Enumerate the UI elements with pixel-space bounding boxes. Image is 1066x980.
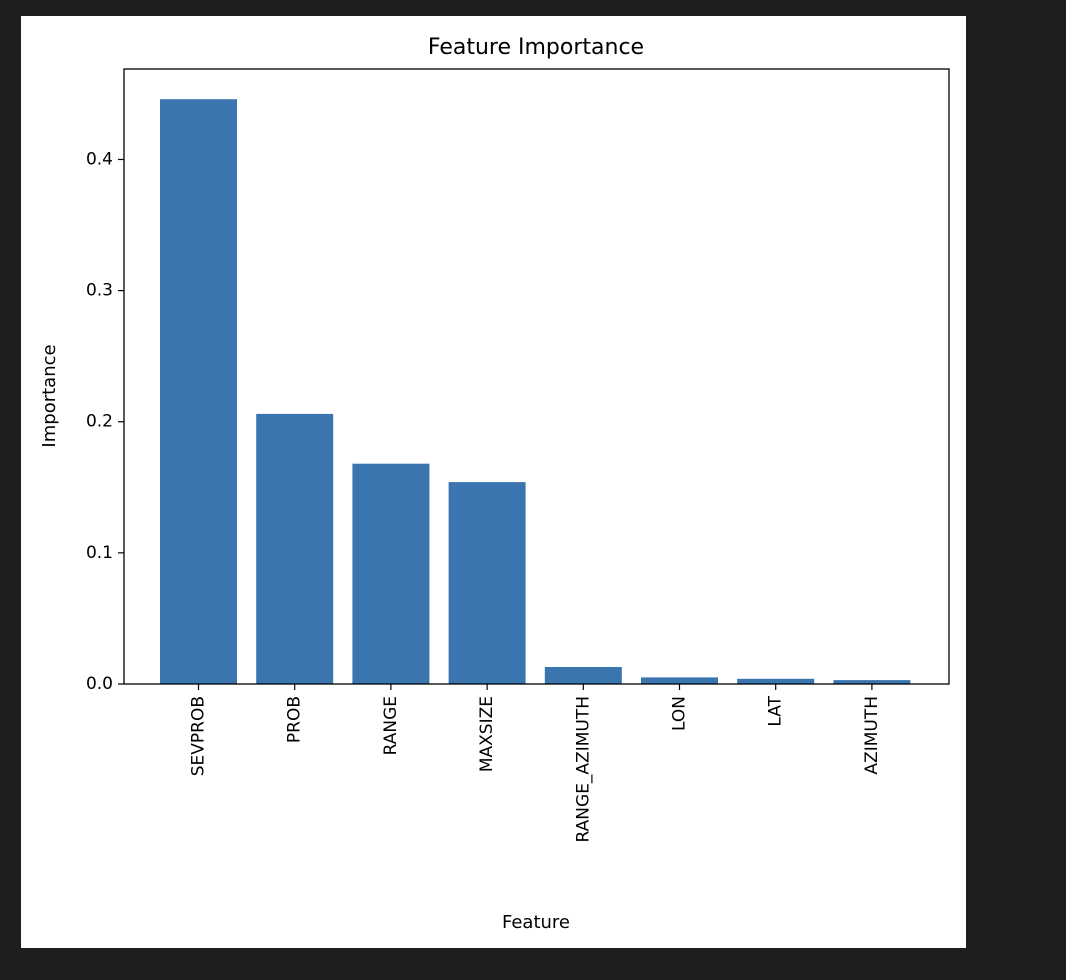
x-tick-label: MAXSIZE xyxy=(477,696,497,772)
bar-azimuth xyxy=(833,680,911,684)
x-tick-label: LON xyxy=(670,696,690,731)
bars xyxy=(160,99,911,684)
bar-range xyxy=(352,463,430,684)
y-tick-label: 0.0 xyxy=(86,674,113,694)
plot-frame xyxy=(123,68,950,685)
x-axis: SEVPROB PROB RANGE MAXSIZE RANGE_AZIMUTH LON L… xyxy=(189,684,882,842)
x-tick-label: LAT xyxy=(766,695,786,726)
bar-chart: Feature Importance 0.0 0.1 0.2 0.3 0.4 SEVPR… xyxy=(39,35,950,933)
y-tick-label: 0.3 xyxy=(86,281,113,301)
y-axis-label: Importance xyxy=(39,344,60,447)
x-tick-label: PROB xyxy=(285,696,305,743)
x-tick-label: RANGE_AZIMUTH xyxy=(573,696,593,842)
y-tick-label: 0.1 xyxy=(86,543,113,563)
x-tick-label: RANGE xyxy=(381,696,401,755)
x-tick-label: AZIMUTH xyxy=(862,696,882,775)
bar-prob xyxy=(256,413,334,684)
x-axis-label: Feature xyxy=(502,912,570,933)
bar-lat xyxy=(737,678,815,684)
y-tick-label: 0.2 xyxy=(86,412,113,432)
y-axis: 0.0 0.1 0.2 0.3 0.4 xyxy=(86,149,124,694)
bar-range-azimuth xyxy=(544,667,622,684)
chart-title: Feature Importance xyxy=(428,35,644,60)
bar-maxsize xyxy=(448,482,526,684)
bar-sevprob xyxy=(160,99,237,684)
bar-lon xyxy=(641,677,718,684)
y-tick-label: 0.4 xyxy=(86,149,113,169)
x-tick-label: SEVPROB xyxy=(189,696,209,776)
chart-figure: Feature Importance 0.0 0.1 0.2 0.3 0.4 SEVPR… xyxy=(21,16,966,948)
